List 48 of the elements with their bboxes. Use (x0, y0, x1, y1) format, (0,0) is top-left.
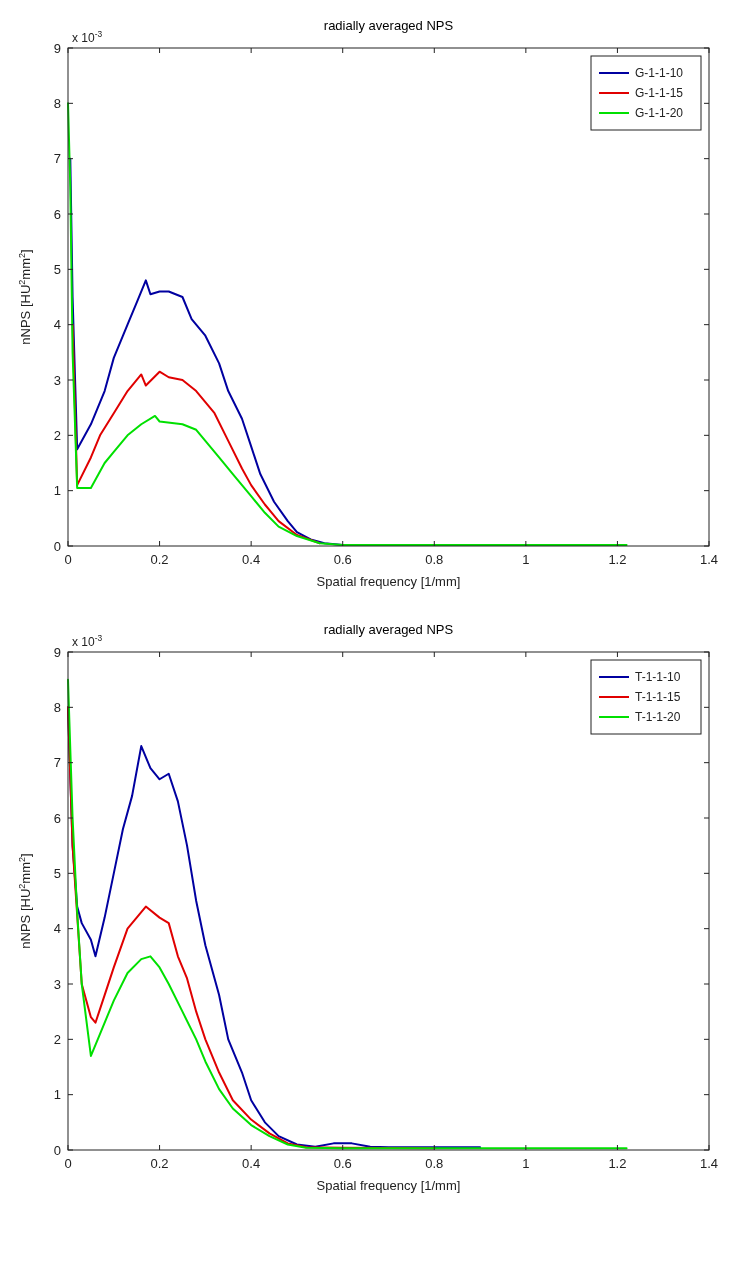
y-tick-label: 8 (53, 95, 61, 111)
x-tick-label: 1.2 (608, 1156, 627, 1171)
x-tick-label: 0.2 (150, 552, 169, 567)
legend-label: G-1-1-20 (635, 106, 684, 121)
y-tick-label: 4 (53, 317, 61, 333)
x-tick-label: 0.6 (333, 552, 352, 567)
y-tick-label: 2 (53, 1031, 61, 1047)
y-tick-label: 7 (53, 151, 61, 167)
x-tick-label: 0 (64, 552, 72, 567)
y-tick-label: 0 (53, 1142, 61, 1158)
legend-label: T-1-1-20 (635, 710, 681, 725)
legend-label: G-1-1-15 (635, 86, 684, 101)
x-axis-title: Spatial frequency [1/mm] (316, 1178, 461, 1193)
y-tick-label: 8 (53, 699, 61, 715)
x-tick-label: 1.4 (699, 552, 719, 567)
y-tick-label: 1 (53, 483, 61, 499)
y-tick-label: 0 (53, 538, 61, 554)
text: x 10$^{-3}$ (72, 29, 103, 45)
chart-title: radially averaged NPS (323, 18, 454, 33)
y-tick-label: 7 (53, 755, 61, 771)
y-tick-label: 4 (53, 921, 61, 937)
y-tick-label: 1 (53, 1087, 61, 1103)
y-tick-label: 3 (53, 976, 61, 992)
x-tick-label: 0.8 (425, 1156, 444, 1171)
x-tick-label: 0.6 (333, 1156, 352, 1171)
y-tick-label: 9 (53, 644, 61, 660)
text: x 10$^{-3}$ (72, 633, 103, 649)
y-tick-label: 6 (53, 810, 61, 826)
y-tick-label: 5 (53, 261, 61, 277)
y-tick-label: 5 (53, 865, 61, 881)
y-tick-label: 9 (53, 40, 61, 56)
x-tick-label: 1 (522, 1156, 530, 1171)
x-tick-label: 0 (64, 1156, 72, 1171)
x-tick-label: 0.2 (150, 1156, 169, 1171)
x-tick-label: 0.4 (242, 552, 261, 567)
x-tick-label: 0.4 (242, 1156, 261, 1171)
legend-label: T-1-1-15 (635, 690, 681, 705)
legend-label: G-1-1-10 (635, 66, 684, 81)
x-tick-label: 0.8 (425, 552, 444, 567)
x-tick-label: 1 (522, 552, 530, 567)
x-tick-label: 1.2 (608, 552, 627, 567)
y-tick-label: 2 (53, 427, 61, 443)
chart-title: radially averaged NPS (323, 622, 454, 637)
x-axis-title: Spatial frequency [1/mm] (316, 574, 461, 589)
x-tick-label: 1.4 (699, 1156, 719, 1171)
y-tick-label: 3 (53, 372, 61, 388)
y-tick-label: 6 (53, 206, 61, 222)
legend-label: T-1-1-10 (635, 670, 681, 685)
